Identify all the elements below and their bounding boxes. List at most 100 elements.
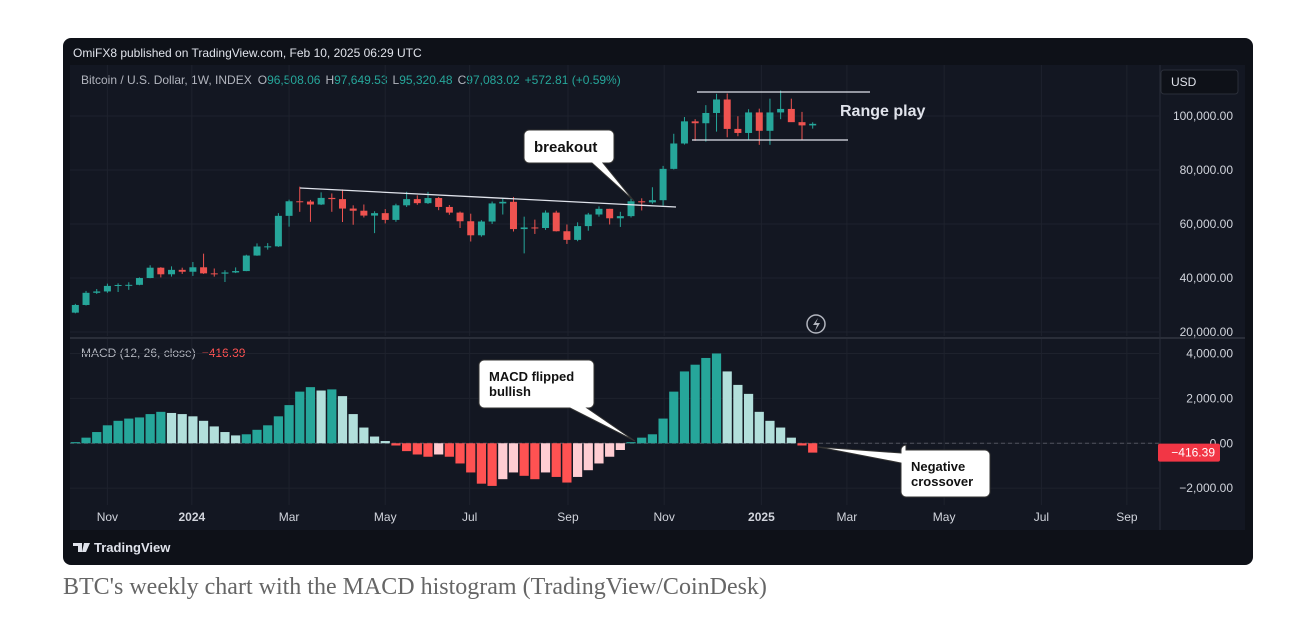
candle-body [734,128,742,133]
low: 95,320.48 [399,73,453,87]
candle-body [488,203,496,222]
histogram-bar [284,405,294,444]
histogram-bar [359,427,369,444]
histogram-bar [540,443,551,473]
candle-body [264,246,272,248]
histogram-bar [295,391,305,444]
alert-icon[interactable] [806,314,826,334]
histogram-bar [102,425,113,444]
histogram-bar [327,389,337,444]
candle-body [713,99,721,113]
close: 97,083.02 [466,73,520,87]
line: Negative [911,459,965,474]
candle-body [766,112,774,131]
candle-body [285,201,293,216]
breakout-callout [523,129,635,202]
y-tick-label: 60,000.00 [1180,217,1234,231]
histogram-bar [466,443,476,473]
candle-body [221,272,229,274]
l-label: L [393,73,400,87]
open: 96,508.06 [267,73,321,87]
histogram-bar [348,414,358,444]
histogram-bar [241,434,251,444]
histogram-bar [92,432,102,444]
histogram-bar [380,441,390,444]
candle-body [232,271,240,273]
candle-body [381,213,389,220]
candle-body [648,200,656,203]
candle-body [93,291,101,293]
histogram-bar [81,437,91,444]
trend-line [299,187,677,208]
histogram-bar [733,384,743,444]
candle-body [157,267,165,275]
candle-body [339,199,346,209]
candle-body [584,214,592,227]
x-tick-label: Mar [279,510,300,524]
x-tick-label: Sep [557,510,579,524]
candle-body [509,201,517,230]
x-tick-label: 2025 [748,510,775,524]
histogram-bar [113,420,123,444]
x-tick-label: 2024 [178,510,205,524]
histogram-bar [690,364,700,444]
histogram-bar [316,390,326,444]
candle-body [574,226,582,240]
y-tick-label: 4,000.00 [1186,346,1233,360]
candle-body [242,255,250,272]
histogram-bar [263,425,273,444]
candle-body [424,198,432,204]
histogram-bar [808,443,818,453]
histogram-bar [765,420,775,444]
candle-body [210,273,218,275]
y-tick-label: 20,000.00 [1180,325,1234,339]
candle-body [809,123,817,126]
candle-body [103,285,111,292]
candle-body [253,246,261,256]
histogram-bar [476,443,487,484]
candle-body [467,221,475,236]
macd-flip-label: MACD flipped bullish [489,369,574,399]
currency[interactable]: USD [1171,75,1197,89]
legend: Bitcoin / U.S. Dollar, 1W, INDEX O96,508.… [81,73,621,87]
plot-area [70,65,1245,530]
histogram-bar [423,443,433,457]
y-tick-label: 80,000.00 [1180,163,1234,177]
histogram-bar [669,391,679,444]
candle-body [349,208,357,211]
histogram-bar [252,429,262,444]
histogram-bar [209,426,219,444]
histogram-bar [701,357,711,444]
candle-body [445,206,453,213]
candle-body [456,212,464,222]
histogram-bar [551,443,561,477]
histogram-bar [722,371,732,444]
o-label: O [258,73,267,87]
histogram-bar [562,443,572,483]
histogram-bar [583,443,593,471]
histogram-bar [124,418,134,444]
histogram-bar [156,411,166,444]
histogram-bar [530,443,540,480]
histogram-bar [444,443,454,457]
alert-icon-bolt [813,318,820,331]
y-tick-label: 2,000.00 [1186,391,1233,405]
currency-box[interactable] [1160,69,1239,95]
histogram-bar [337,396,348,444]
candle-body [563,231,571,240]
histogram-bar [487,443,497,486]
candle-body [552,212,560,232]
histogram-bar [754,411,764,444]
candle-body [627,201,635,217]
candle-body [595,208,603,215]
logo: TradingView [94,540,171,555]
histogram-bar [198,420,209,444]
histogram-bar [166,412,177,444]
candle-body [745,112,753,133]
histogram-bar [626,442,636,444]
y-tick-label: 100,000.00 [1173,109,1233,123]
negative-label: Negative crossover [911,459,973,489]
candle-body [542,212,550,228]
histogram-bar [402,443,412,452]
